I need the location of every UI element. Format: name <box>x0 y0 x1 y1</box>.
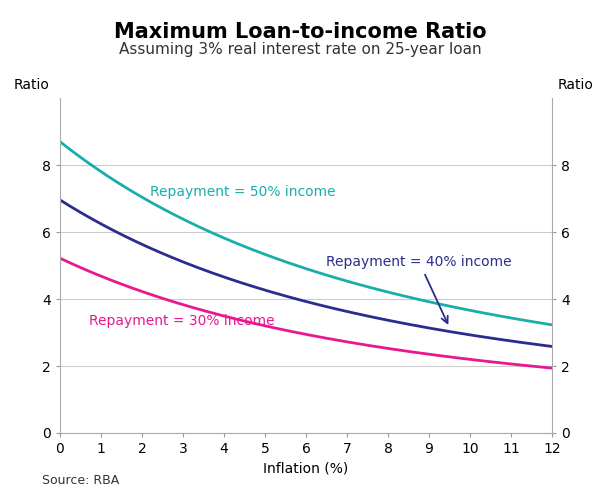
X-axis label: Inflation (%): Inflation (%) <box>263 461 349 476</box>
Text: Ratio: Ratio <box>558 78 594 92</box>
Text: Repayment = 50% income: Repayment = 50% income <box>150 185 336 199</box>
Text: Maximum Loan-to-income Ratio: Maximum Loan-to-income Ratio <box>113 22 487 42</box>
Text: Repayment = 30% income: Repayment = 30% income <box>89 314 274 328</box>
Text: Ratio: Ratio <box>13 78 49 92</box>
Text: Source: RBA: Source: RBA <box>42 474 119 487</box>
Text: Repayment = 40% income: Repayment = 40% income <box>326 255 512 323</box>
Text: Assuming 3% real interest rate on 25-year loan: Assuming 3% real interest rate on 25-yea… <box>119 42 481 57</box>
